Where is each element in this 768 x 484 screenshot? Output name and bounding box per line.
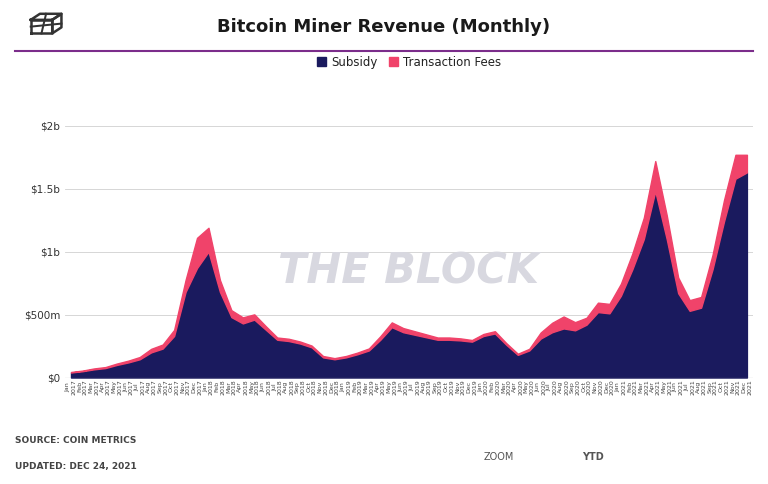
Text: UPDATED: DEC 24, 2021: UPDATED: DEC 24, 2021: [15, 463, 137, 471]
Text: SOURCE: COIN METRICS: SOURCE: COIN METRICS: [15, 436, 137, 445]
Text: ZOOM: ZOOM: [484, 453, 515, 462]
Text: THE BLOCK: THE BLOCK: [279, 251, 539, 293]
Text: YTD: YTD: [582, 452, 604, 462]
Text: ALL: ALL: [537, 452, 557, 462]
Text: Bitcoin Miner Revenue (Monthly): Bitcoin Miner Revenue (Monthly): [217, 17, 551, 36]
Legend: Subsidy, Transaction Fees: Subsidy, Transaction Fees: [312, 51, 506, 74]
